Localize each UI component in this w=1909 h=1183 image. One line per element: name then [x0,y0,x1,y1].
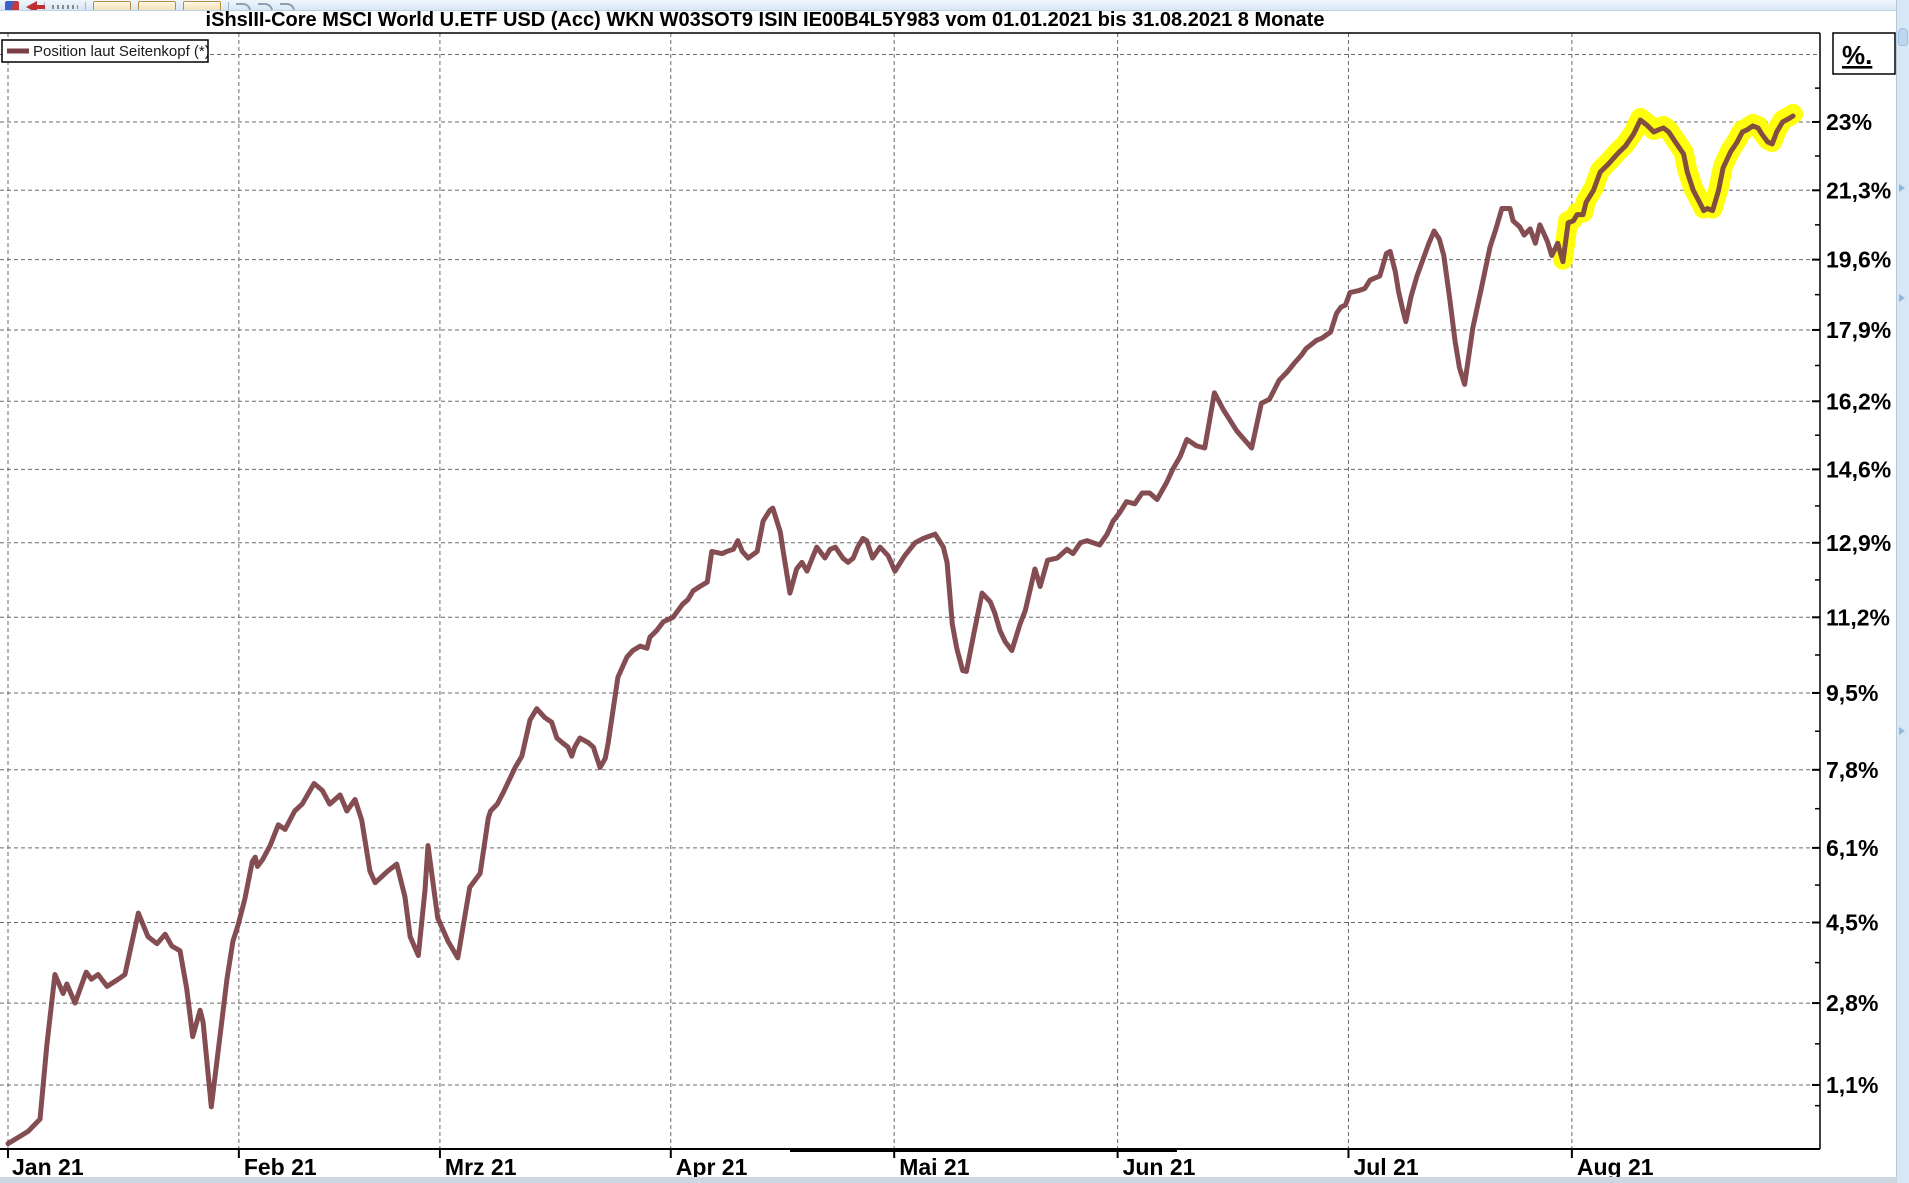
y-axis-label: 9,5% [1826,680,1878,706]
history-arrow-icon[interactable] [236,3,251,10]
dots-icon [52,5,78,9]
price-line [5,113,1796,1147]
x-axis-label: Jan 21 [12,1154,84,1180]
scroll-arrow-icon[interactable] [1899,184,1905,192]
right-scrollbar[interactable] [1896,0,1909,1183]
scrollbar-thumb[interactable] [1898,28,1908,46]
x-axis-label: Mrz 21 [445,1154,517,1180]
y-axis-label: 6,1% [1826,835,1878,861]
chart-tool-button[interactable] [183,1,221,10]
y-axis-unit-label: %. [1842,40,1872,70]
toolbar-separator [228,2,229,10]
back-arrow-icon[interactable] [26,1,45,10]
y-axis-label: 17,9% [1826,317,1891,343]
bottom-strip [0,1177,1897,1183]
y-axis-label: 7,8% [1826,757,1878,783]
y-axis-label: 11,2% [1826,604,1890,630]
app-icon [5,1,19,10]
y-axis-label: 23% [1826,109,1872,135]
title-bar: iShsIII-Core MSCI World U.ETF USD (Acc) … [0,9,1530,32]
toolbar-separator [85,2,86,10]
y-axis-label: 16,2% [1826,388,1891,414]
toolbar [0,0,1897,11]
legend-label: Position laut Seitenkopf (*) [33,43,210,60]
x-axis-label: Feb 21 [244,1154,317,1180]
x-axis-label: Jun 21 [1123,1154,1196,1180]
chart-tool-button[interactable] [138,1,176,10]
y-axis-label: 21,3% [1826,177,1891,203]
history-arrow-icon[interactable] [280,3,295,10]
scroll-arrow-icon[interactable] [1899,727,1905,735]
scroll-arrow-icon[interactable] [1899,294,1905,302]
x-axis-label: Jul 21 [1353,1154,1418,1180]
highlight-marker [1552,103,1804,270]
x-axis-label: Apr 21 [676,1154,748,1180]
y-axis-unit-box[interactable] [1832,32,1896,75]
y-axis-label: 14,6% [1826,456,1891,482]
chart-title: iShsIII-Core MSCI World U.ETF USD (Acc) … [205,9,1325,31]
x-axis-label: Aug 21 [1577,1154,1654,1180]
chart-tool-button[interactable] [93,1,131,10]
y-axis-label: 2,8% [1826,990,1878,1016]
y-axis-label: 12,9% [1826,530,1891,556]
x-axis-label: Mai 21 [899,1154,970,1180]
y-axis-label: 19,6% [1826,247,1891,273]
y-axis-label: 1,1% [1826,1072,1878,1098]
history-arrow-icon[interactable] [258,3,273,10]
y-axis-label: 4,5% [1826,910,1878,936]
legend-box [1,39,209,63]
